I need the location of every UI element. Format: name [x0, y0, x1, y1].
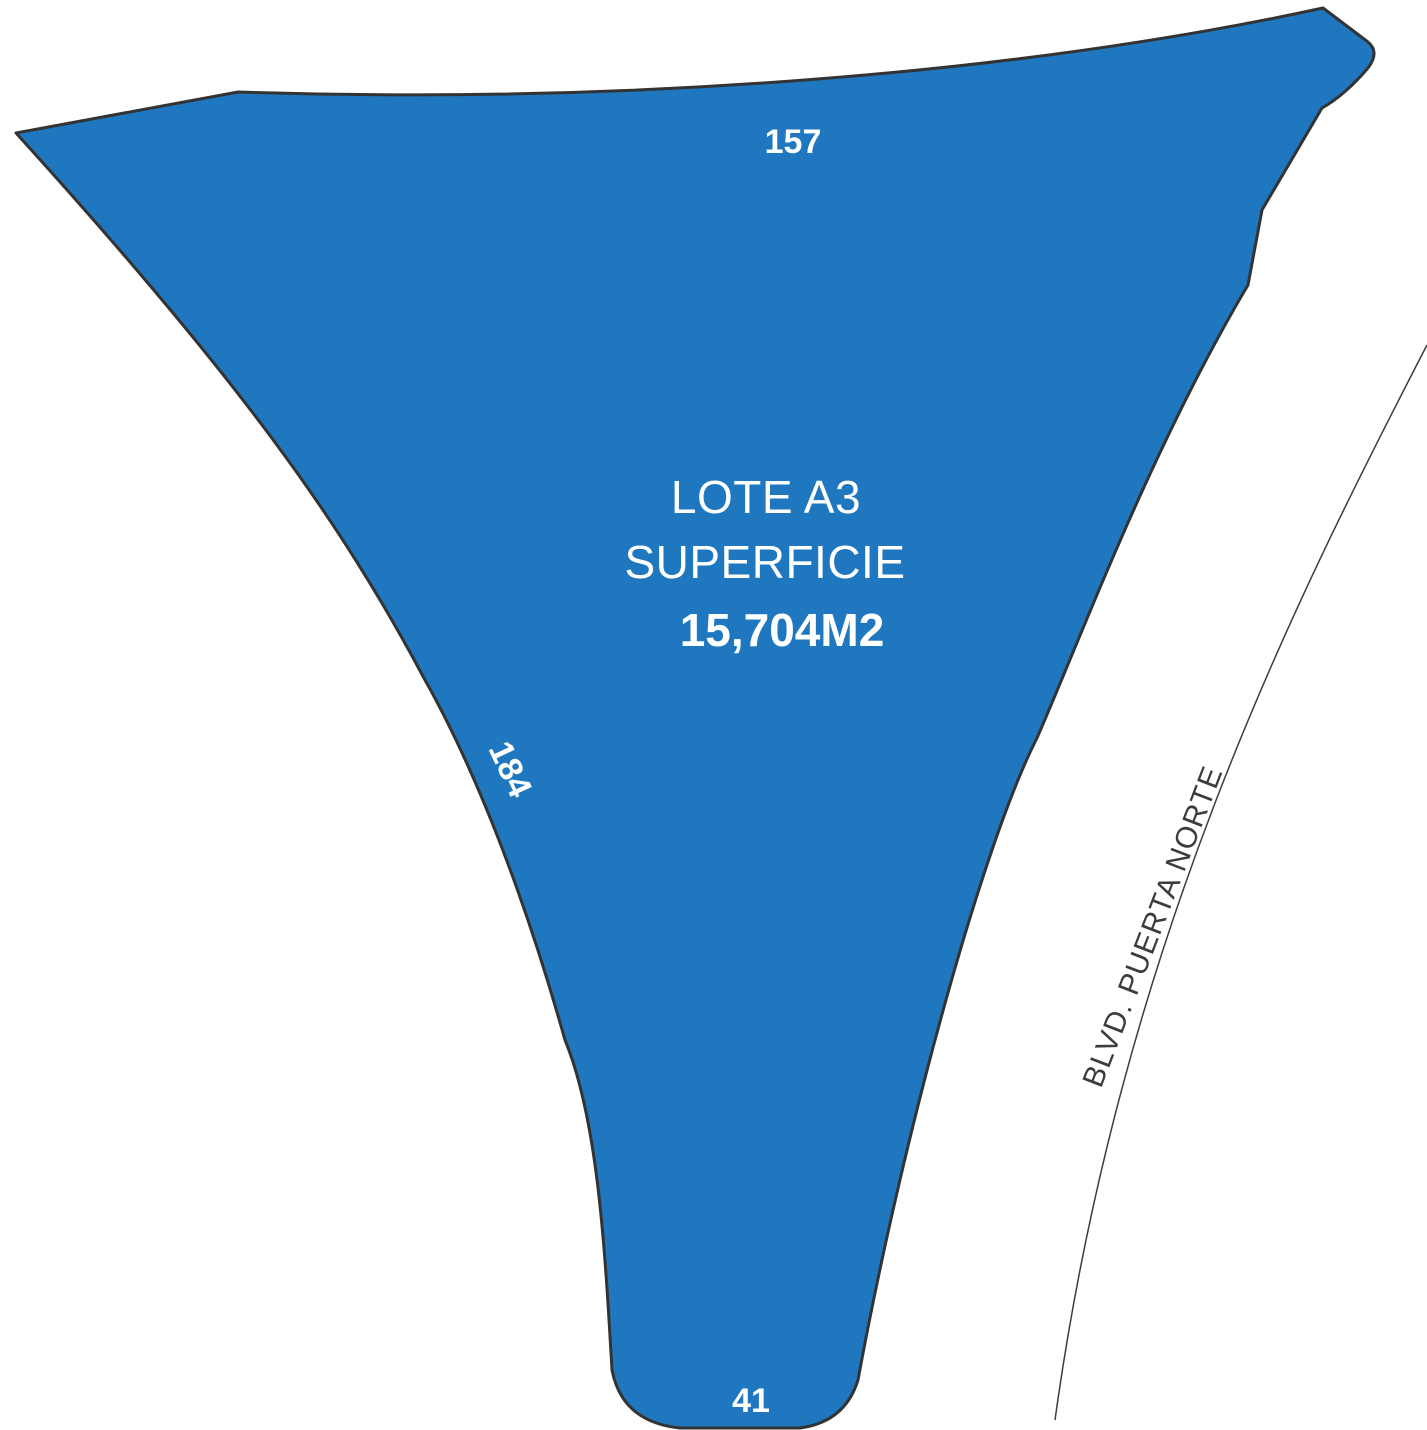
- lot-a3-shape[interactable]: [14, 6, 1376, 1430]
- lot-area-value: 15,704M2: [680, 604, 885, 656]
- side-length-north: 157: [765, 123, 822, 161]
- side-length-south: 41: [732, 1382, 770, 1420]
- street-edge-line: [1054, 344, 1427, 1421]
- lot-name: LOTE A3: [671, 471, 861, 523]
- lot-area-label: SUPERFICIE: [624, 536, 905, 588]
- street-name: BLVD. PUERTA NORTE: [1077, 762, 1230, 1092]
